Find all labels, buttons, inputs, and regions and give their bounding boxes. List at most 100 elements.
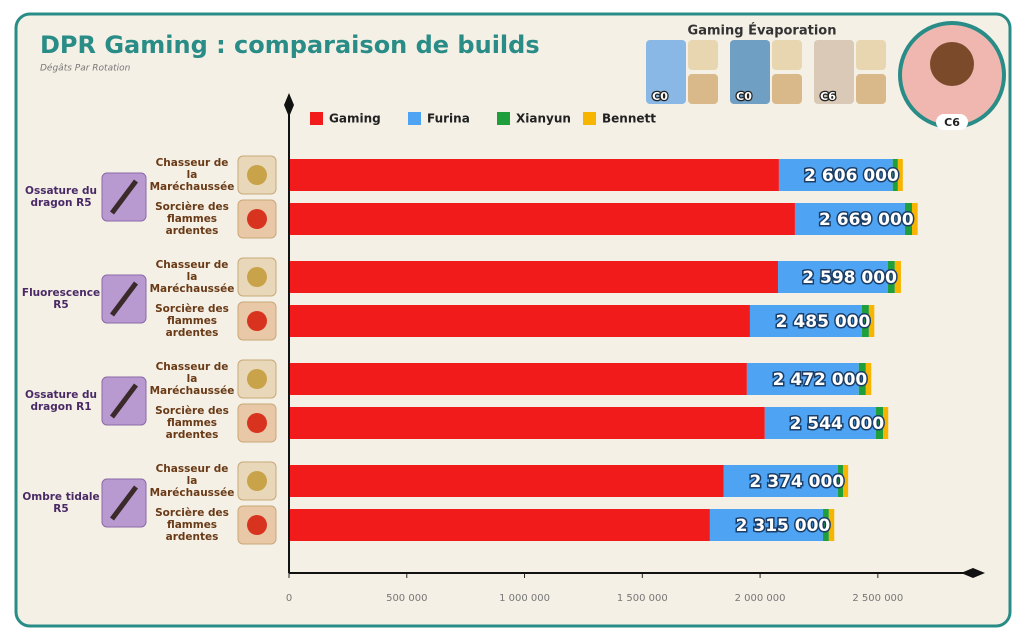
artifact-label: Chasseur de la Maréchaussée xyxy=(149,157,235,193)
total-label: 2 544 000 xyxy=(790,414,885,434)
artifact-label: Sorcière des flammes ardentes xyxy=(155,303,229,339)
constellation: C6 xyxy=(820,90,836,103)
bar-segment xyxy=(912,203,918,235)
artifact-icon-core xyxy=(247,165,267,185)
total-label: 2 669 000 xyxy=(819,210,914,230)
constellation: C0 xyxy=(652,90,668,103)
total-label: 2 472 000 xyxy=(773,370,868,390)
bar-segment xyxy=(709,509,823,541)
chart-title: DPR Gaming : comparaison de builds xyxy=(40,31,540,59)
bar-segment xyxy=(883,407,889,439)
total-label: 2 315 000 xyxy=(736,516,831,536)
x-tick-label: 0 xyxy=(286,593,292,604)
badge xyxy=(936,114,968,130)
bar-segment xyxy=(764,407,876,439)
weapon-blade xyxy=(110,383,138,419)
artifact-icon-core xyxy=(247,471,267,491)
bar-segment xyxy=(723,465,838,497)
bar-segment xyxy=(904,203,913,235)
artifact-label: Chasseur de la Maréchaussée xyxy=(149,259,235,295)
subtitle: Dégâts Par Rotation xyxy=(40,63,131,74)
character-card xyxy=(646,40,686,104)
bar-segment xyxy=(897,159,903,191)
legend-swatch xyxy=(497,112,510,125)
weapon-icon xyxy=(772,74,802,104)
bar-segment xyxy=(289,465,724,497)
bar-segment xyxy=(777,261,888,293)
bar-segment xyxy=(289,509,710,541)
constellation: C0 xyxy=(736,90,752,103)
x-tick-label: 1 000 000 xyxy=(499,593,550,604)
bar-segment xyxy=(289,407,765,439)
legend-swatch xyxy=(408,112,421,125)
bar-segment xyxy=(865,363,872,395)
legend-label: Furina xyxy=(427,112,470,126)
weapon-label: Ossature du dragon R1 xyxy=(25,389,97,413)
weapon-label: Fluorescence R5 xyxy=(21,287,101,311)
artifact-icon xyxy=(688,40,718,70)
bar-segment xyxy=(289,159,779,191)
bar-segment xyxy=(887,261,895,293)
bar-segment xyxy=(746,363,859,395)
x-tick-label: 1 500 000 xyxy=(617,593,668,604)
weapon-icon xyxy=(856,74,886,104)
bar-segment xyxy=(289,305,750,337)
bar-segment xyxy=(794,203,905,235)
legend-label: Bennett xyxy=(602,112,656,126)
bar-segment xyxy=(892,159,898,191)
bar-segment xyxy=(289,363,747,395)
y-axis-arrow xyxy=(284,93,294,117)
artifact-label: Chasseur de la Maréchaussée xyxy=(149,463,235,499)
artifact-icon xyxy=(856,40,886,70)
artifact-icon-core xyxy=(247,515,267,535)
artifact-label: Sorcière des flammes ardentes xyxy=(155,405,229,441)
legend-label: Gaming xyxy=(329,112,381,126)
legend-swatch xyxy=(310,112,323,125)
team-title: Gaming Évaporation xyxy=(688,23,837,39)
x-tick-label: 2 000 000 xyxy=(735,593,786,604)
portrait-face xyxy=(930,42,974,86)
artifact-label: Sorcière des flammes ardentes xyxy=(155,507,229,543)
artifact-icon-core xyxy=(247,311,267,331)
bar-segment xyxy=(749,305,862,337)
bar-segment xyxy=(861,305,869,337)
weapon-label: Ombre tidale R5 xyxy=(22,491,100,515)
total-label: 2 485 000 xyxy=(776,312,871,332)
main-constellation: C6 xyxy=(944,116,960,129)
legend-label: Xianyun xyxy=(516,112,571,126)
total-label: 2 606 000 xyxy=(804,166,899,186)
weapon-icon xyxy=(688,74,718,104)
x-tick-label: 2 500 000 xyxy=(852,593,903,604)
artifact-icon-core xyxy=(247,209,267,229)
bar-segment xyxy=(778,159,893,191)
artifact-label: Chasseur de la Maréchaussée xyxy=(149,361,235,397)
bar-segment xyxy=(828,509,835,541)
bar-segment xyxy=(837,465,843,497)
weapon-blade xyxy=(110,179,138,215)
total-label: 2 598 000 xyxy=(802,268,897,288)
artifact-icon-core xyxy=(247,413,267,433)
artifact-label: Sorcière des flammes ardentes xyxy=(155,201,229,237)
bar-segment xyxy=(822,509,829,541)
artifact-icon-core xyxy=(247,369,267,389)
bar-segment xyxy=(858,363,866,395)
bar-segment xyxy=(289,203,795,235)
legend-swatch xyxy=(583,112,596,125)
weapon-label: Ossature du dragon R5 xyxy=(25,185,97,209)
bar-segment xyxy=(289,261,778,293)
character-card xyxy=(730,40,770,104)
weapon-blade xyxy=(110,281,138,317)
artifact-icon xyxy=(772,40,802,70)
bar-segment xyxy=(842,465,849,497)
bar-segment xyxy=(894,261,901,293)
bar-segment xyxy=(875,407,884,439)
bar-segment xyxy=(868,305,875,337)
x-tick-label: 500 000 xyxy=(386,593,427,604)
character-card xyxy=(814,40,854,104)
artifact-icon-core xyxy=(247,267,267,287)
x-axis-arrow xyxy=(961,568,985,578)
total-label: 2 374 000 xyxy=(750,472,845,492)
weapon-blade xyxy=(110,485,138,521)
